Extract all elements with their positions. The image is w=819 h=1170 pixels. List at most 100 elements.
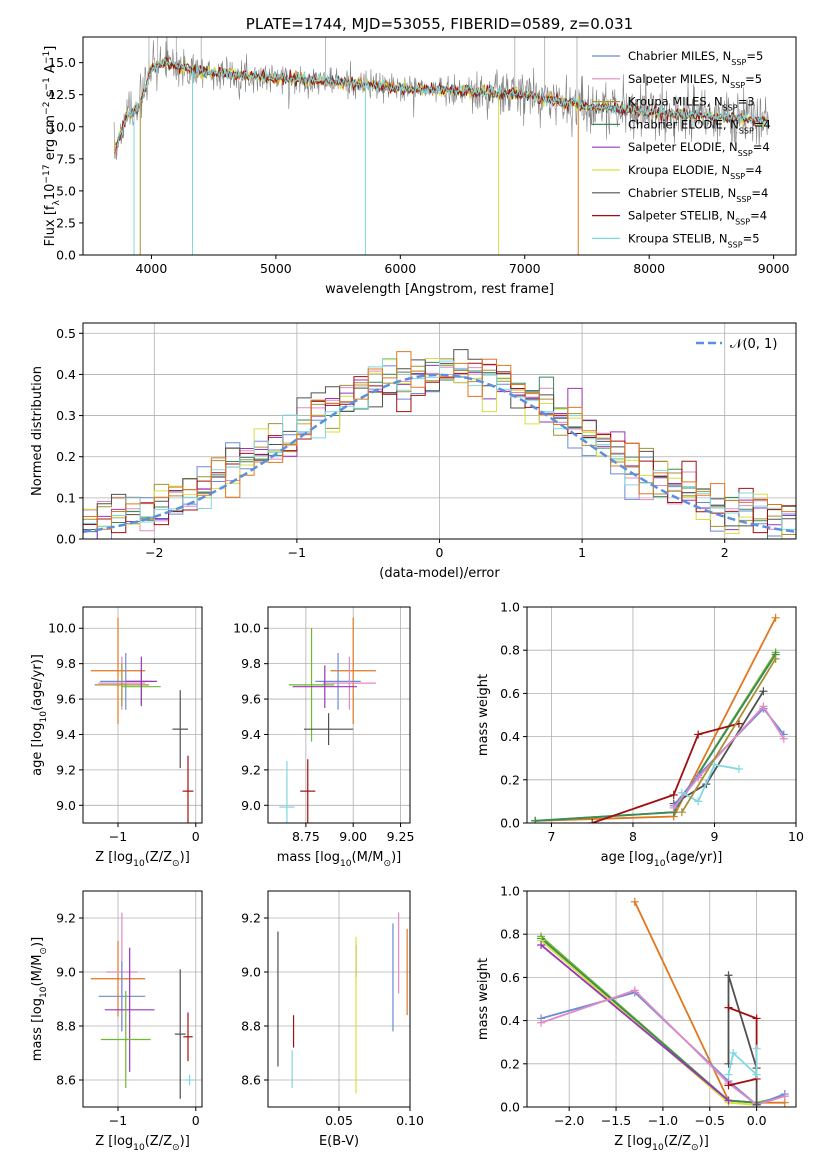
y-tick-label: 0.0 [500,1100,520,1115]
weight-marker [724,1003,733,1012]
axes-frame [82,322,797,540]
plot-area [113,37,769,255]
weight-series-line [591,722,740,823]
y-tick-label: 10.0 [48,119,76,134]
x-tick-label: 10 [788,829,804,844]
plot-area [277,912,408,1094]
plot-area [90,912,195,1099]
y-tick-label: 9.4 [56,727,76,742]
axes-frame [526,606,797,824]
y-tick-label: 7.5 [56,151,76,166]
legend: Chabrier MILES, NSSP=5 Salpeter MILES, NS… [592,49,771,249]
weight-marker [694,797,703,806]
weight-marker [531,816,540,823]
x-tick-label: −1 [288,545,306,560]
y-tick-label: 9.0 [241,798,261,813]
y-tick-label: 0.8 [500,927,520,942]
chart-title: PLATE=1744, MJD=53055, FIBERID=0589, z=0… [246,15,633,33]
x-tick-label: 9 [711,829,719,844]
axes-frame [82,606,203,824]
y-tick-label: 10.0 [233,621,261,636]
y-tick-label: 9.0 [241,965,261,980]
legend-entry: Kroupa ELODIE, NSSP=4 [628,163,762,181]
legend-entry: Chabrier STELIB, NSSP=4 [628,186,768,204]
weight-series-line [681,763,740,803]
weight-marker [669,803,678,812]
weight-series-line [535,654,777,822]
x-tick-label: −1.0 [648,1113,678,1128]
weight-marker [729,1049,738,1057]
legend-entry: 𝒩(0, 1) [730,337,777,352]
legend-entry: Kroupa MILES, NSSP=3 [628,95,755,113]
weight-marker [724,971,733,980]
weight-series-line [681,658,777,813]
x-tick-label: 9.00 [339,829,367,844]
x-tick-label: 7000 [509,261,541,276]
histogram-series [83,351,796,539]
x-tick-label: 0.05 [325,1113,353,1128]
spectrum-model-line [116,58,769,147]
x-tick-label: −1 [109,829,127,844]
y-tick-label: 0.4 [500,1013,520,1028]
axes-frame [82,36,797,256]
y-tick-label: 0.0 [500,816,520,831]
y-tick-label: 12.5 [48,87,76,102]
weight-marker [630,986,639,995]
x-axis-label: Z [log10(Z/Z⊙)] [95,1134,190,1153]
weight-marker [694,730,703,739]
weight-series-line [673,707,785,807]
x-axis-label: Z [log10(Z/Z⊙)] [614,1134,709,1153]
weight-marker [694,773,703,782]
weight-marker [780,1092,789,1101]
spectrum-data-line [113,37,769,160]
normal-curve [83,373,796,534]
y-tick-label: 0.2 [500,1056,520,1071]
x-tick-label: 8.75 [292,829,320,844]
axes-frame [82,890,203,1108]
weight-series-line [673,704,785,809]
y-tick-label: 0.2 [56,449,76,464]
x-tick-label: 0 [192,829,200,844]
y-tick-label: 0.4 [500,729,520,744]
chart-mass_vs_z: −1 0 8.6 8.8 9.0 9.2 Z [log10(Z/Z⊙)] mass [log1… [30,890,203,1153]
axes-frame [267,890,411,1108]
x-tick-label: 0.10 [396,1113,424,1128]
chart-age_vs_mass: 8.75 9.00 9.25 9.0 9.2 9.4 9.6 9.8 10.0 mass [log… [233,606,415,869]
x-axis-label: wavelength [Angstrom, rest frame] [325,282,554,297]
y-tick-label: 9.2 [241,762,261,777]
chart-residuals: −2 −1 0 1 2 0.0 0.1 0.2 0.3 0.4 0.5 (data-model)/er… [30,322,797,581]
x-tick-label: −0.5 [695,1113,725,1128]
x-tick-label: 4000 [136,261,168,276]
chart-weight_vs_z: −2.0 −1.5 −1.0 −0.5 0.0 0.0 0.2 0.4 0.6 0.8 1.0 Z [… [476,884,797,1153]
y-tick-label: 0.0 [56,248,76,263]
y-axis-label: Normed distribution [30,366,45,496]
x-tick-label: −1 [109,1113,127,1128]
y-tick-label: 0.2 [500,772,520,787]
axes-frame [267,606,411,824]
y-tick-label: 9.4 [241,727,261,742]
y-tick-label: 5.0 [56,183,76,198]
weight-marker [759,687,768,696]
y-tick-label: 10.0 [48,621,76,636]
weight-marker [724,1081,733,1090]
chart-weight_vs_age: 7 8 9 10 0.0 0.2 0.4 0.6 0.8 1.0 age [log10(age/yr… [476,600,804,870]
y-tick-label: 9.2 [241,911,261,926]
x-axis-label: E(B-V) [319,1134,359,1149]
weight-marker [630,897,639,906]
plot-area [537,897,789,1107]
x-tick-label: 1 [578,545,586,560]
x-tick-label: 5000 [260,261,292,276]
legend-entry: Salpeter STELIB, NSSP=4 [628,209,767,227]
y-tick-label: 0.3 [56,408,76,423]
y-tick-label: 9.8 [56,656,76,671]
y-tick-label: 1.0 [500,600,520,615]
y-tick-label: 15.0 [48,55,76,70]
x-tick-label: 8 [629,829,637,844]
x-tick-label: 9.25 [387,829,415,844]
legend-entry: Chabrier ELODIE, NSSP=4 [628,117,771,135]
weight-marker [752,1044,761,1053]
y-tick-label: 9.6 [56,692,76,707]
y-tick-label: 0.5 [56,326,76,341]
chart-age_vs_z: −1 0 9.0 9.2 9.4 9.6 9.8 10.0 Z [log10(Z/Z⊙)] age… [30,606,203,869]
y-tick-label: 9.6 [241,692,261,707]
